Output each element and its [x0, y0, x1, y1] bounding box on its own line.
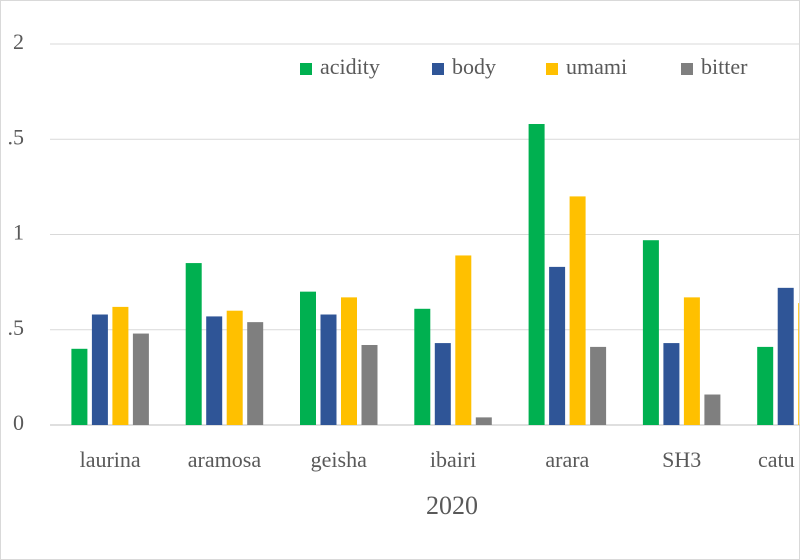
bar [300, 291, 316, 425]
bar [683, 297, 700, 425]
x-tick-label: laurina [80, 447, 141, 472]
bar [663, 343, 680, 425]
x-tick-label: aramosa [188, 447, 262, 472]
bar [320, 314, 337, 425]
legend-label: bitter [701, 54, 748, 79]
bar [475, 417, 492, 425]
legend-swatch [681, 63, 693, 75]
bar [777, 287, 794, 425]
y-tick-label: 1 [13, 220, 24, 245]
legend-swatch [300, 63, 312, 75]
bar [757, 346, 774, 425]
bar [341, 297, 357, 425]
y-tick-label: .5 [8, 315, 25, 340]
bar [91, 314, 108, 425]
bar [206, 316, 223, 425]
y-tick-label: 0 [13, 410, 24, 435]
x-tick-label: SH3 [662, 447, 701, 472]
bar [247, 322, 264, 425]
bar [704, 394, 721, 425]
bar [642, 240, 659, 425]
bar [185, 263, 202, 425]
bar [226, 310, 243, 425]
bar [71, 348, 88, 425]
x-tick-label: geisha [311, 447, 367, 472]
legend-swatch [546, 63, 558, 75]
bar [590, 346, 607, 425]
bar [361, 344, 378, 425]
legend-swatch [432, 63, 444, 75]
y-tick-label: .5 [8, 124, 25, 149]
bar [569, 196, 586, 425]
x-tick-label: ibairi [430, 447, 476, 472]
x-tick-label: arara [545, 447, 589, 472]
legend-label: acidity [320, 54, 380, 79]
bar [528, 124, 545, 425]
legend-label: body [452, 54, 496, 79]
bar [798, 303, 799, 425]
legend-label: umami [566, 54, 627, 79]
y-tick-label: 2 [13, 29, 24, 54]
bar [112, 306, 129, 425]
bar [549, 266, 566, 425]
bar [414, 308, 431, 425]
bar [434, 343, 451, 425]
x-tick-label: catu [758, 447, 795, 472]
x-axis-title: 2020 [426, 491, 478, 520]
bar [132, 333, 149, 425]
bar [455, 255, 472, 425]
